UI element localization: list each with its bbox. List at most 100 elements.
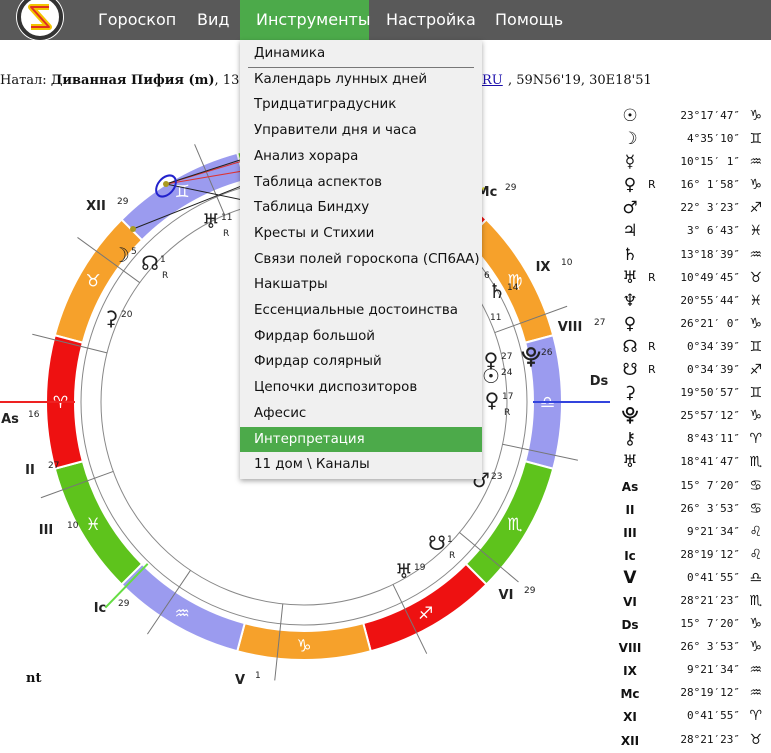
planet-row: XII 28°21′23″ ♉ — [618, 730, 768, 753]
planet-position: 26° 3′53″ — [680, 501, 740, 515]
planet-position: 26° 3′53″ — [680, 640, 740, 654]
zodiac-sign-icon: ♓ — [749, 223, 762, 240]
planet-row: ⚳ 19°50′57″ ♊ — [618, 383, 768, 406]
planet-position: 8°43′11″ — [687, 432, 740, 446]
chart-planet-icon: ☋ — [428, 531, 446, 555]
planet-position: 23°17′47″ — [680, 109, 740, 122]
dropdown-item[interactable]: Кресты и Стихии — [254, 225, 375, 241]
menu-settings[interactable]: Настройка — [386, 10, 476, 29]
planet-position: 4°35′10″ — [687, 132, 740, 146]
planet-position: 9°21′34″ — [687, 524, 740, 538]
chart-planet-degree: 23 — [491, 472, 502, 482]
chart-planet-degree: 14 — [507, 283, 519, 293]
planet-glyph-icon: ♃ — [622, 221, 638, 242]
planet-position: 19°50′57″ — [680, 386, 740, 400]
house-cusp-label: Ds — [590, 374, 609, 389]
dropdown-item[interactable]: Динамика — [254, 46, 326, 61]
natal-name: Диванная Пифия (m) — [50, 73, 215, 88]
zodiac-sign-icon: ♒ — [175, 604, 190, 624]
planet-glyph-icon: ☽ — [622, 129, 638, 150]
dropdown-item[interactable]: Накшатры — [254, 277, 328, 293]
retrograde-flag: R — [162, 271, 168, 281]
planet-glyph-icon: ☉ — [622, 106, 638, 126]
menu-help[interactable]: Помощь — [495, 10, 564, 29]
planet-glyph-icon: Mc — [620, 687, 640, 702]
planet-position: 18°41′47″ — [680, 455, 740, 469]
zodiac-sign-icon: ♑ — [749, 108, 762, 124]
chart-planet-degree: 19 — [414, 563, 426, 573]
house-cusp-degree: 27 — [48, 461, 59, 471]
house-cusp-label: VI — [499, 588, 514, 603]
menu-tools[interactable]: Инструменты — [240, 0, 371, 40]
planet-glyph-icon: V — [623, 567, 637, 588]
chart-planet-icon: ☉ — [482, 364, 500, 388]
zodiac-sign-icon: ♌ — [749, 546, 762, 563]
menu-horoscope[interactable]: Гороскоп — [98, 10, 177, 29]
house-cusp-line — [147, 570, 191, 635]
planet-glyph-icon: III — [623, 525, 637, 540]
location-link[interactable]: RU — [482, 73, 503, 88]
planet-glyph-icon: ♀ — [623, 313, 637, 334]
dropdown-item[interactable]: Фирдар солярный — [254, 354, 382, 370]
chart-planet-icon: ♄ — [488, 279, 506, 303]
retrograde-flag: R — [449, 551, 455, 561]
dropdown-item[interactable]: Связи полей гороскопа (СП6АА) — [254, 251, 480, 267]
planet-row: IX 9°21′34″ ♒ — [618, 660, 768, 683]
planet-row: ☊ R 0°34′39″ ♊ — [618, 337, 768, 360]
chart-planet-icon: ☽ — [112, 243, 130, 267]
dropdown-item[interactable]: 11 дом \ Каналы — [254, 457, 370, 473]
chart-planet-icon: ⯓ — [521, 344, 541, 368]
dropdown-item[interactable]: Управители дня и часа — [254, 123, 417, 139]
tools-dropdown-menu: Динамика Календарь лунных дней Тридцатигра… — [240, 40, 482, 479]
dropdown-item[interactable]: Афесис — [254, 405, 307, 421]
zodiac-sign-icon: ♑ — [749, 616, 762, 633]
dropdown-item[interactable]: Календарь лунных дней — [254, 71, 428, 87]
zodiac-sign-icon: ♈ — [749, 708, 762, 725]
dropdown-item[interactable]: Цепочки диспозиторов — [254, 380, 418, 396]
zodiac-sign-icon: ♑ — [749, 177, 762, 194]
planet-row: ⚷ 8°43′11″ ♈ — [618, 429, 768, 452]
natal-prefix: Натал: — [0, 73, 51, 88]
planet-position: 15° 7′20″ — [680, 617, 740, 631]
house-partial-label: 11 — [490, 313, 501, 323]
planet-position: 22° 3′23″ — [680, 201, 740, 215]
dropdown-item[interactable]: Ессенциальные достоинства — [254, 303, 458, 318]
zodiac-sign-icon: ♉ — [85, 271, 100, 291]
house-cusp-label: Ic — [94, 601, 107, 616]
planet-glyph-icon: ⚳ — [623, 383, 637, 404]
chart-planet-degree: 11 — [221, 213, 232, 223]
planet-glyph-icon: XI — [623, 710, 637, 725]
planet-glyph-icon: Ic — [624, 548, 636, 563]
planet-position: 25°57′12″ — [680, 409, 740, 423]
house-cusp-line — [502, 443, 578, 461]
menu-view[interactable]: Вид — [197, 10, 230, 29]
zodiac-sign-icon: ♐ — [749, 200, 762, 217]
planet-glyph-icon: Ds — [621, 618, 639, 633]
dropdown-item[interactable]: Таблица аспектов — [254, 174, 383, 190]
house-cusp-line — [40, 470, 114, 499]
planet-row: ☋ R 0°34′39″ ♐ — [618, 360, 768, 383]
dropdown-divider — [248, 67, 474, 68]
planet-position: 13°18′39″ — [680, 247, 740, 261]
retrograde-flag: R — [648, 339, 656, 353]
planet-glyph-icon: As — [621, 479, 639, 494]
planet-position: 0°41′55″ — [687, 570, 740, 584]
house-cusp-degree: 29 — [117, 197, 129, 207]
planet-position: 15° 7′20″ — [680, 478, 740, 492]
zodiac-sign-icon: ♌ — [749, 523, 762, 540]
dropdown-item[interactable]: Анализ хорара — [254, 148, 359, 164]
house-cusp-label: II — [25, 463, 35, 478]
dropdown-item[interactable]: Интерпретация — [240, 426, 482, 453]
dropdown-item[interactable]: Таблица Биндху — [254, 200, 370, 216]
chart-planet-icon: ♅ — [395, 559, 413, 583]
dropdown-item[interactable]: Тридцатиградусник — [254, 97, 397, 113]
house-cusp-label: V — [235, 673, 245, 688]
zodiac-sign-icon: ♊ — [175, 182, 190, 202]
house-cusp-line — [77, 237, 141, 284]
chart-planet-icon: ♀ — [485, 388, 500, 412]
dropdown-item[interactable]: Фирдар большой — [254, 328, 375, 344]
house-cusp-degree: 29 — [524, 586, 536, 596]
house-cusp-label: XII — [86, 199, 106, 214]
zodiac-sign-icon: ♏ — [749, 454, 762, 471]
app-logo-icon[interactable] — [16, 0, 64, 41]
